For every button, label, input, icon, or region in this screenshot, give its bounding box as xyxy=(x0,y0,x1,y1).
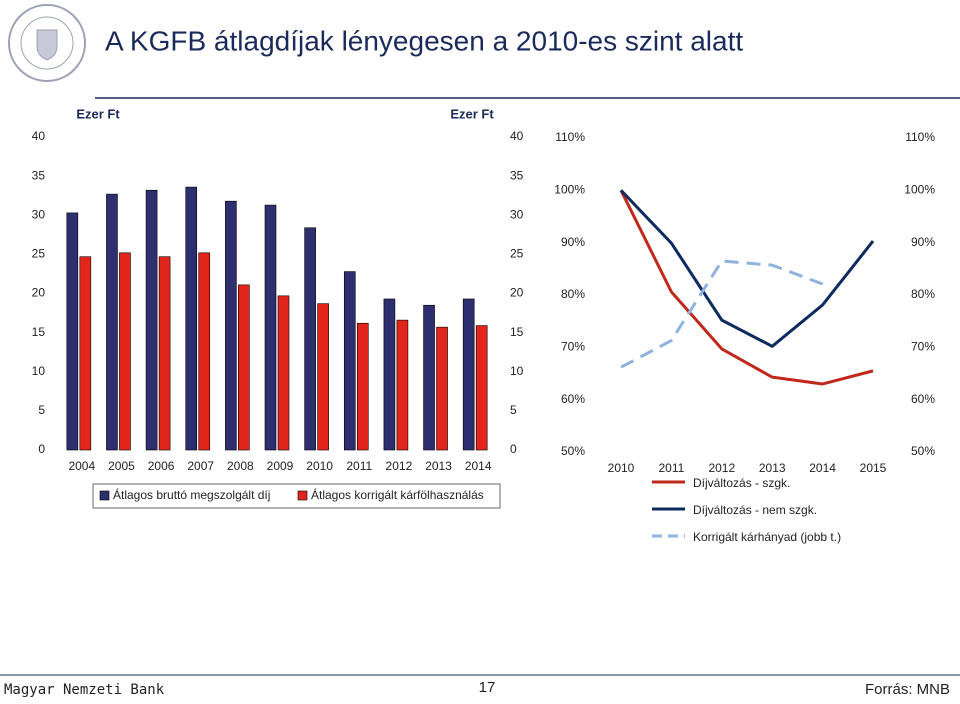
x-tick-label: 2006 xyxy=(148,459,175,473)
legend-label: Átlagos bruttó megszolgált díj xyxy=(113,487,270,502)
bar xyxy=(145,189,158,451)
logo-shield xyxy=(36,29,58,61)
y-tick-label: 35 xyxy=(510,168,524,182)
legend-label: Díjváltozás - nem szgk. xyxy=(693,503,817,517)
bar xyxy=(225,200,237,451)
bar xyxy=(423,304,435,451)
x-tick-label: 2013 xyxy=(425,459,452,473)
x-tick-label: 2012 xyxy=(386,459,413,473)
logo xyxy=(8,4,86,82)
y-tick-label: 70% xyxy=(911,340,935,354)
x-tick-label: 2013 xyxy=(759,461,786,475)
y-tick-label: 40 xyxy=(32,129,46,143)
y-tick-label: 25 xyxy=(32,247,46,261)
y-tick-label: 110% xyxy=(905,130,935,144)
y-tick-label: 40 xyxy=(510,129,524,143)
line xyxy=(620,259,824,369)
x-tick-label: 2009 xyxy=(267,459,294,473)
y-tick-label: 100% xyxy=(554,183,585,197)
y-tick-label: 25 xyxy=(510,247,524,261)
y-tick-label: 10 xyxy=(32,364,46,378)
bar xyxy=(66,212,79,451)
bar xyxy=(277,295,290,451)
x-tick-label: 2014 xyxy=(465,459,492,473)
bar xyxy=(198,252,211,451)
x-tick-label: 2014 xyxy=(809,461,836,475)
legend-label: Átlagos korrigált kárfölhasználás xyxy=(311,487,484,502)
y-tick-label: 110% xyxy=(555,130,585,144)
y-tick-label: 100% xyxy=(904,183,935,197)
y-tick-label: 15 xyxy=(32,325,46,339)
footer-source: Forrás: MNB xyxy=(865,681,950,698)
bar xyxy=(317,303,329,451)
bar xyxy=(106,193,118,451)
y-tick-label: 60% xyxy=(561,392,585,406)
bar xyxy=(185,186,198,451)
y-tick-label: 15 xyxy=(510,325,524,339)
line xyxy=(619,189,875,348)
line xyxy=(619,189,874,386)
y-tick-label: 0 xyxy=(510,442,517,456)
y-tick-label: 5 xyxy=(510,403,517,417)
y-tick-label: 60% xyxy=(911,392,935,406)
legend-swatch xyxy=(99,490,110,501)
x-tick-label: 2004 xyxy=(68,459,95,473)
legend-box xyxy=(92,483,501,509)
x-tick-label: 2010 xyxy=(608,461,635,475)
page-number: 17 xyxy=(479,679,496,696)
footer-bank: Magyar Nemzeti Bank xyxy=(4,682,165,698)
logo-inner xyxy=(20,16,74,70)
bar xyxy=(79,256,92,451)
y-tick-label: 30 xyxy=(510,207,524,221)
legend-label: Díjváltozás - szgk. xyxy=(693,476,790,490)
x-tick-label: 2005 xyxy=(108,459,135,473)
y-tick-label: 30 xyxy=(32,207,46,221)
bar xyxy=(356,322,369,451)
bar xyxy=(304,227,316,451)
bar xyxy=(462,298,475,451)
x-tick-label: 2012 xyxy=(708,461,735,475)
bar xyxy=(383,298,396,451)
y-tick-label: 50% xyxy=(561,444,585,458)
y-tick-label: 10 xyxy=(510,364,524,378)
y-tick-label: 90% xyxy=(561,235,585,249)
x-tick-label: 2011 xyxy=(658,461,684,475)
bar xyxy=(158,256,171,451)
legend-swatch xyxy=(297,490,308,501)
y-tick-label: 80% xyxy=(911,287,935,301)
y-tick-label: 90% xyxy=(911,235,935,249)
x-tick-label: 2015 xyxy=(860,461,887,475)
bar xyxy=(475,325,488,451)
bar xyxy=(238,284,250,451)
x-tick-label: 2008 xyxy=(227,459,254,473)
x-tick-label: 2011 xyxy=(346,459,372,473)
x-tick-label: 2007 xyxy=(187,459,214,473)
x-tick-label: 2010 xyxy=(306,459,333,473)
bar xyxy=(119,252,131,451)
logo-ring xyxy=(8,4,86,82)
legend-label: Korrigált kárhányad (jobb t.) xyxy=(693,530,841,544)
y-tick-label: 20 xyxy=(510,286,524,300)
bar xyxy=(396,319,409,451)
bar xyxy=(343,271,356,451)
slide-title: A KGFB átlagdíjak lényegesen a 2010-es s… xyxy=(105,25,743,56)
y-axis-unit: Ezer Ft xyxy=(76,106,120,121)
y-tick-label: 0 xyxy=(38,442,45,456)
y2-axis-unit: Ezer Ft xyxy=(450,106,494,121)
y-tick-label: 80% xyxy=(561,287,585,301)
y-tick-label: 20 xyxy=(32,286,46,300)
y-tick-label: 5 xyxy=(38,403,45,417)
bar xyxy=(264,204,277,451)
y-tick-label: 50% xyxy=(911,444,935,458)
bar xyxy=(436,326,448,451)
y-tick-label: 70% xyxy=(561,340,585,354)
y-tick-label: 35 xyxy=(32,168,46,182)
